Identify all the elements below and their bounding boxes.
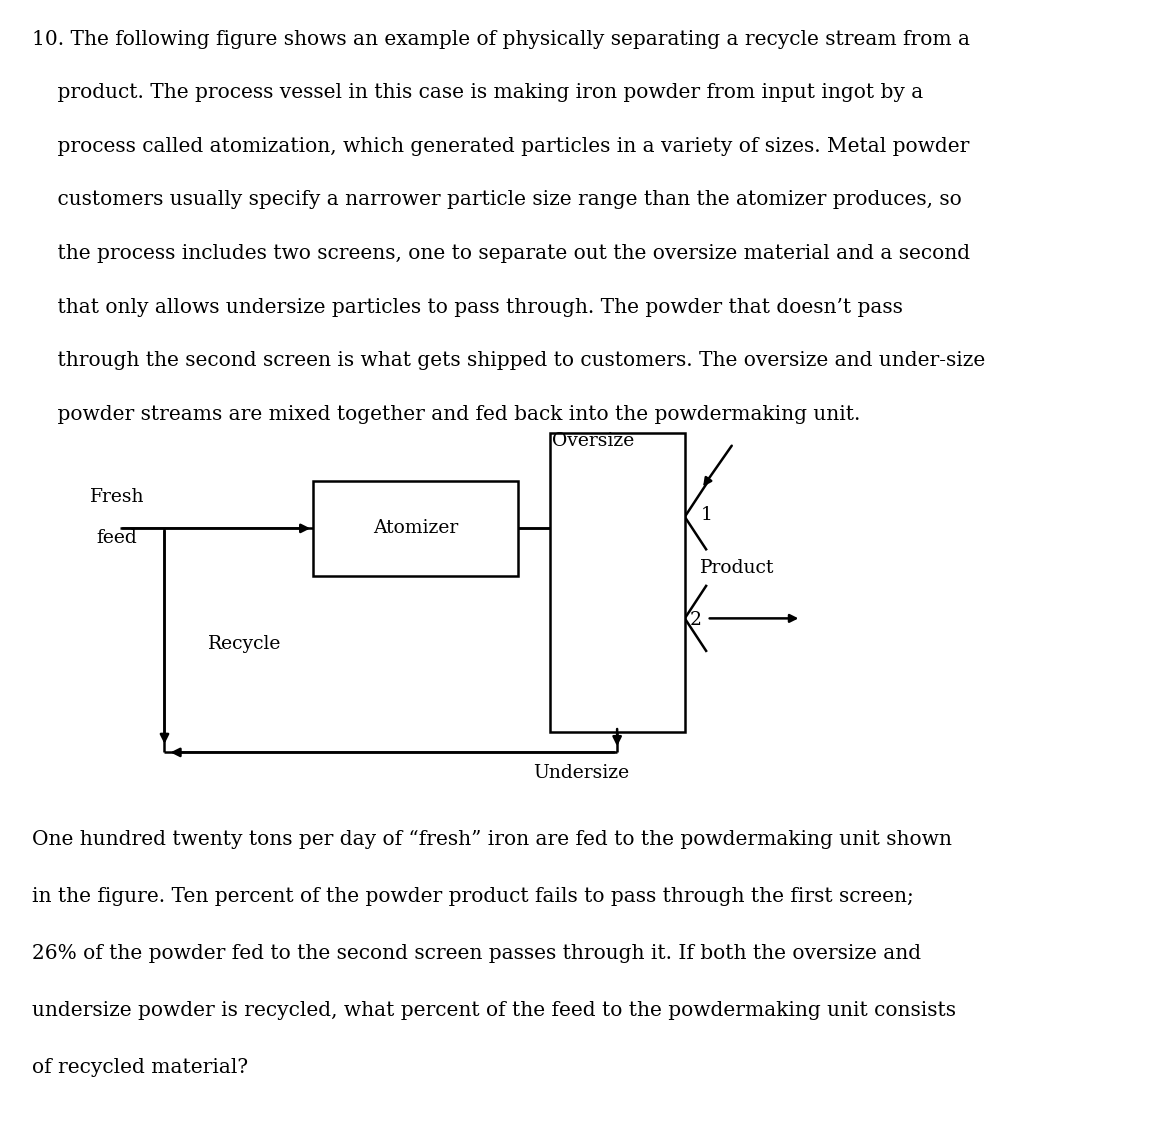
Text: of recycled material?: of recycled material? bbox=[32, 1058, 248, 1077]
Text: Fresh: Fresh bbox=[90, 488, 144, 506]
Text: Oversize: Oversize bbox=[552, 432, 634, 450]
Text: Product: Product bbox=[700, 559, 775, 577]
Text: One hundred twenty tons per day of “fresh” iron are fed to the powdermaking unit: One hundred twenty tons per day of “fres… bbox=[32, 830, 952, 849]
Text: product. The process vessel in this case is making iron powder from input ingot : product. The process vessel in this case… bbox=[32, 83, 923, 103]
Text: process called atomization, which generated particles in a variety of sizes. Met: process called atomization, which genera… bbox=[32, 137, 969, 156]
Text: the process includes two screens, one to separate out the oversize material and : the process includes two screens, one to… bbox=[32, 244, 969, 263]
Text: customers usually specify a narrower particle size range than the atomizer produ: customers usually specify a narrower par… bbox=[32, 190, 961, 210]
Text: 26% of the powder fed to the second screen passes through it. If both the oversi: 26% of the powder fed to the second scre… bbox=[32, 944, 921, 963]
Text: that only allows undersize particles to pass through. The powder that doesn’t pa: that only allows undersize particles to … bbox=[32, 298, 903, 317]
Text: Undersize: Undersize bbox=[534, 764, 630, 782]
Text: through the second screen is what gets shipped to customers. The oversize and un: through the second screen is what gets s… bbox=[32, 351, 986, 370]
Text: 10. The following figure shows an example of physically separating a recycle str: 10. The following figure shows an exampl… bbox=[32, 30, 969, 49]
Text: Atomizer: Atomizer bbox=[373, 520, 458, 537]
Bar bbox=[313, 481, 518, 576]
Text: 2: 2 bbox=[690, 611, 702, 629]
Text: in the figure. Ten percent of the powder product fails to pass through the first: in the figure. Ten percent of the powder… bbox=[32, 887, 913, 906]
Text: feed: feed bbox=[97, 529, 137, 547]
Text: 1: 1 bbox=[700, 506, 712, 524]
Text: powder streams are mixed together and fed back into the powdermaking unit.: powder streams are mixed together and fe… bbox=[32, 405, 860, 424]
Text: undersize powder is recycled, what percent of the feed to the powdermaking unit : undersize powder is recycled, what perce… bbox=[32, 1001, 956, 1020]
Text: Recycle: Recycle bbox=[208, 635, 282, 653]
Bar bbox=[550, 433, 684, 732]
